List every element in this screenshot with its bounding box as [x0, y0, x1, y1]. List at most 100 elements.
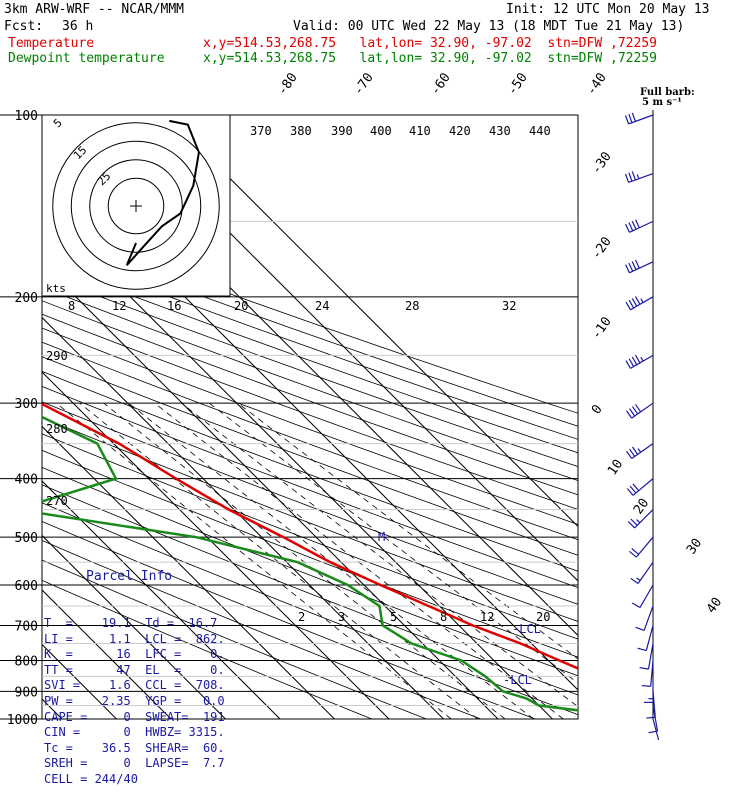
parcel-info-row: PW = 2.35 YGP = 0.0	[44, 694, 230, 710]
wind-barb-half	[637, 520, 640, 523]
temperature-point	[638, 698, 639, 699]
wind-barb-half	[641, 357, 643, 361]
isotherm-label: -80	[275, 70, 301, 98]
wind-barb-half	[638, 449, 641, 453]
wind-barb-flag	[626, 302, 631, 310]
wind-barb-half	[636, 578, 640, 581]
parcel-info-title: Parcel Info	[86, 569, 230, 585]
isotherm-label: 40	[704, 595, 725, 616]
wind-barb-flag	[631, 578, 638, 583]
wind-barb-flag	[635, 297, 640, 305]
temperature-point	[175, 478, 176, 479]
dewpoint-point	[115, 478, 116, 479]
wind-barb-flag	[626, 265, 630, 273]
theta-label: 440	[529, 124, 551, 138]
isotherm-line	[0, 115, 8, 719]
wind-barb-flag	[636, 220, 640, 228]
mixing-ratio-label: 3	[338, 610, 345, 624]
wind-barb	[632, 585, 653, 608]
wind-barb	[626, 260, 653, 273]
wind-barb-flag	[646, 717, 655, 718]
dewpoint-point	[347, 584, 348, 585]
wind-barb-half	[637, 174, 639, 178]
pressure-tick-label: 900	[15, 685, 38, 700]
wind-barb-half	[641, 299, 643, 303]
wind-barb-flag	[630, 449, 635, 456]
mixing-ratio-label: 2	[298, 610, 305, 624]
isotherm-label: -50	[505, 70, 531, 98]
temperature-point	[380, 584, 381, 585]
temperature-point	[559, 660, 560, 661]
wind-barb-flag	[627, 411, 632, 418]
upper-mixing-label: 16	[167, 299, 181, 313]
theta-label: 380	[290, 124, 312, 138]
upper-mixing-label: 28	[405, 299, 419, 313]
upper-mixing-label: 32	[502, 299, 516, 313]
wind-barb-flag	[627, 451, 632, 458]
dewpoint-point	[15, 509, 16, 510]
wind-barb-flag	[629, 223, 633, 231]
temperature-point	[228, 509, 229, 510]
wind-barb	[625, 171, 653, 182]
wind-barb	[626, 220, 653, 233]
temperature-point	[119, 443, 120, 444]
hodograph-units: kts	[46, 282, 66, 295]
pressure-tick-label: 1000	[7, 713, 38, 728]
parcel-info-row: Tc = 36.5 SHEAR= 60.	[44, 741, 230, 757]
temperature-point	[428, 605, 429, 606]
wind-barb-flag	[632, 221, 636, 229]
dewpoint-point	[503, 691, 504, 692]
upper-mixing-label: 24	[315, 299, 329, 313]
wind-barb-flag	[636, 627, 644, 630]
theta-label: 370	[250, 124, 272, 138]
dewpoint-point	[538, 705, 539, 706]
wind-barb-flag	[633, 407, 638, 414]
temperature-point	[283, 537, 284, 538]
mixing-ratio-label: 5	[390, 610, 397, 624]
wind-barb-staff	[636, 537, 653, 557]
theta-label: 430	[489, 124, 511, 138]
theta-left-label: 290	[46, 349, 68, 363]
wind-barb-flag	[632, 171, 635, 179]
wind-barb	[626, 297, 653, 310]
dewpoint-point	[485, 676, 486, 677]
parcel-info-row: CIN = 0 HWBZ= 3315.	[44, 725, 230, 741]
parcel-info-row: SREH = 0 LAPSE= 7.7	[44, 756, 230, 772]
temperature-point	[638, 712, 639, 713]
wind-barb-flag	[629, 300, 634, 308]
lcl-label-lower: -LCL	[503, 673, 532, 687]
isotherm-label: -70	[351, 70, 377, 98]
theta-label: 410	[409, 124, 431, 138]
theta-left-label: 270	[46, 494, 68, 508]
parcel-info-row: K = 16 LFC = 0.	[44, 647, 230, 663]
wind-barb	[625, 113, 653, 124]
parcel-info-row: SVI = 1.6 CCL = 708.	[44, 678, 230, 694]
dewpoint-point	[382, 625, 383, 626]
wind-barb-flag	[632, 113, 635, 121]
wind-barb	[626, 355, 653, 368]
wind-barb-staff	[640, 585, 653, 608]
mixing-ratio-label: 12	[480, 610, 494, 624]
wind-barbs	[625, 113, 659, 740]
pressure-tick-label: 300	[15, 397, 38, 412]
dewpoint-point	[411, 643, 412, 644]
barb-legend: Full barb: 5 m s⁻¹	[640, 87, 695, 108]
wind-barb	[640, 644, 653, 670]
isotherm-label: 0	[589, 402, 606, 417]
temperature-point	[520, 643, 521, 644]
temperature-point	[639, 718, 640, 719]
parcel-info-row: TT = 47 EL = 0.	[44, 663, 230, 679]
parcel-info-row: CELL = 244/40	[44, 772, 230, 788]
pressure-tick-label: 500	[15, 531, 38, 546]
pressure-tick-label: 400	[15, 473, 38, 488]
pressure-tick-label: 700	[15, 619, 38, 634]
wind-barb-flag	[629, 263, 633, 271]
isotherm-label: -30	[589, 149, 615, 177]
wind-barb-flag	[625, 174, 628, 182]
upper-mixing-label: 8	[68, 299, 75, 313]
temperature-point	[622, 691, 623, 692]
dewpoint-point	[297, 562, 298, 563]
wind-barb-flag	[636, 260, 640, 268]
isotherm-label: -10	[589, 314, 615, 342]
